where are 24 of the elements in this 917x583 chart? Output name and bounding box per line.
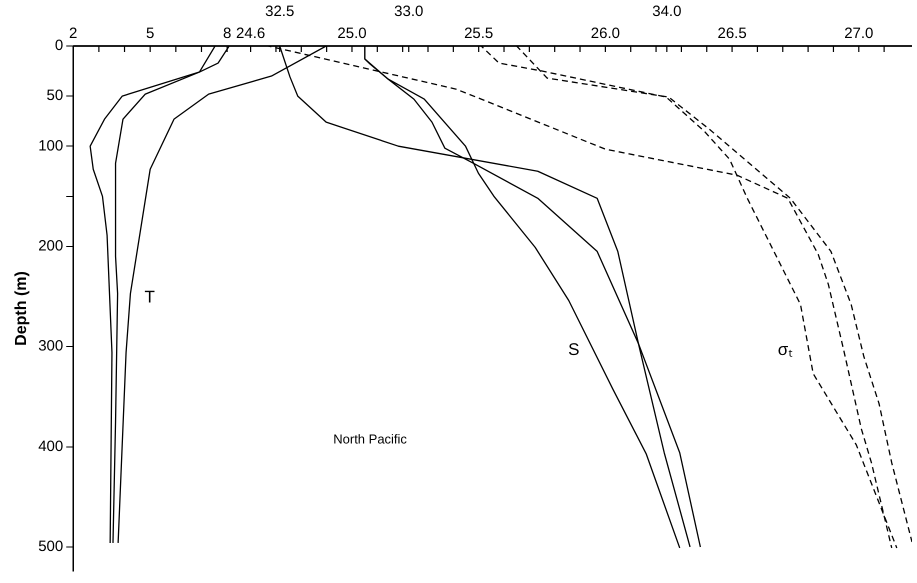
y-tick-label: 100 (38, 137, 64, 154)
annotation: North Pacific (333, 431, 408, 446)
x-tick-label: 26.0 (590, 25, 620, 42)
x2-tick-label: 32.5 (265, 3, 294, 20)
annotation: T (144, 288, 155, 307)
x-tick-label: 26.5 (717, 25, 747, 42)
x2-tick-label: 34.0 (652, 3, 682, 20)
x-tick-label: 8 (222, 25, 232, 42)
x-tick-label: 5 (146, 25, 154, 42)
annotation: σₜ (778, 340, 792, 360)
x-tick-label: 25.0 (337, 25, 367, 42)
y-tick-label: 50 (46, 87, 64, 104)
annotation: S (568, 340, 580, 360)
y-tick-label: 0 (54, 37, 64, 54)
y-tick-label: 300 (38, 338, 64, 355)
y-tick-label: 200 (38, 238, 64, 255)
x-tick-label: 25.5 (464, 25, 494, 42)
x-tick-label: 2 (69, 25, 78, 42)
x-tick-label: 27.0 (844, 25, 874, 42)
y-axis-title: Depth (m) (13, 271, 30, 346)
y-tick-label: 400 (38, 438, 64, 455)
x2-tick-label: 33.0 (394, 3, 424, 20)
x-tick-label: 24.6 (236, 25, 266, 42)
y-tick-label: 500 (38, 538, 64, 556)
